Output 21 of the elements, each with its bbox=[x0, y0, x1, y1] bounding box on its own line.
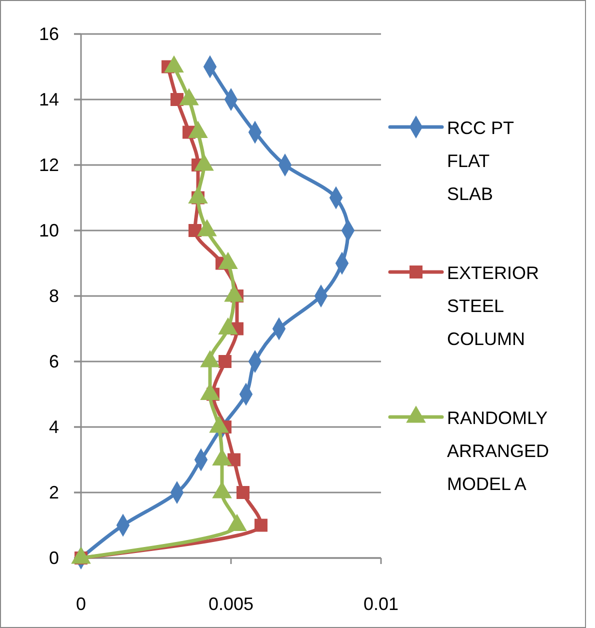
x-tick-label: 0.01 bbox=[363, 594, 399, 614]
x-tick-label: 0 bbox=[76, 594, 86, 614]
y-tick-label: 16 bbox=[38, 24, 59, 44]
y-tick-label: 8 bbox=[48, 286, 59, 306]
point bbox=[228, 453, 240, 466]
point bbox=[188, 224, 202, 237]
point bbox=[170, 93, 184, 106]
x-tick-label: 0.005 bbox=[208, 594, 254, 614]
y-tick-label: 2 bbox=[48, 482, 59, 502]
y-tick-label: 6 bbox=[48, 352, 59, 372]
y-tick-label: 12 bbox=[38, 155, 59, 175]
legend-label: RANDOMLY ARRANGED MODEL A bbox=[447, 408, 550, 494]
point bbox=[218, 355, 232, 368]
legend-label: RCC PT FLAT SLAB bbox=[447, 118, 514, 204]
y-tick-label: 0 bbox=[48, 548, 59, 568]
y-tick-label: 14 bbox=[38, 90, 59, 110]
y-tick-label: 10 bbox=[38, 220, 59, 240]
legend-label: EXTERIOR STEEL COLUMN bbox=[447, 263, 540, 349]
point bbox=[254, 518, 268, 532]
point bbox=[236, 486, 250, 499]
y-tick-label: 4 bbox=[48, 417, 59, 437]
